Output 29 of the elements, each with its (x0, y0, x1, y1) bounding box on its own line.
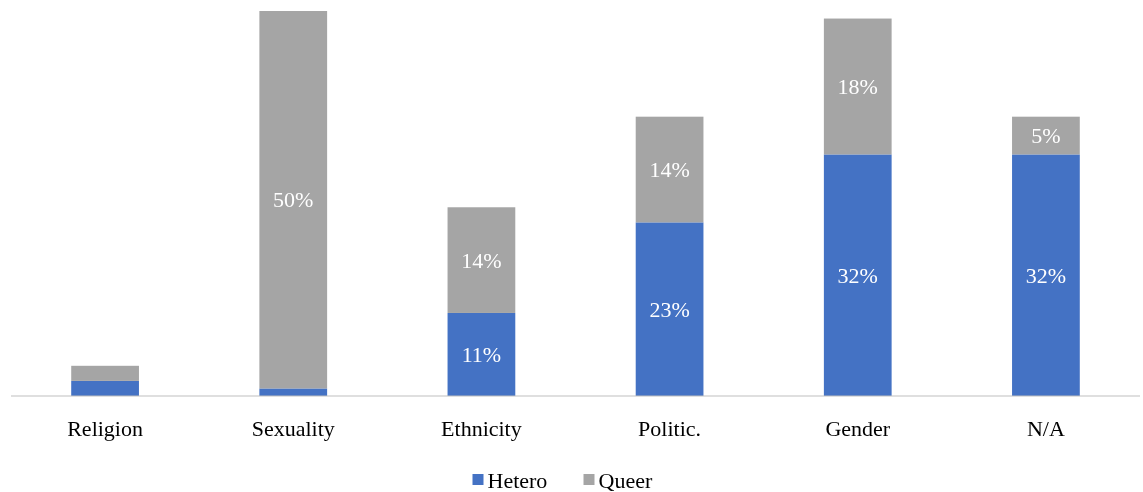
x-tick-label: N/A (1026, 416, 1065, 441)
x-tick-label: Ethnicity (441, 416, 522, 441)
data-label: 5% (1031, 123, 1061, 149)
data-label: 32% (837, 262, 878, 288)
bar (635, 222, 704, 396)
data-label: 18% (837, 74, 878, 100)
data-label: 32% (1025, 262, 1067, 288)
bar (447, 207, 516, 313)
legend-label: Queer (598, 468, 653, 492)
bar (823, 18, 892, 155)
bar (1012, 116, 1080, 155)
x-tick-label: Religion (67, 416, 143, 441)
bar (635, 116, 704, 223)
bar (1012, 154, 1080, 396)
bar (259, 11, 328, 389)
x-tick-label: Sexuality (251, 416, 335, 441)
x-tick-label: Gender (825, 416, 891, 441)
bar (823, 154, 892, 396)
data-label: 50% (273, 187, 314, 213)
x-tick-label: Politic. (638, 416, 702, 441)
bar (447, 312, 516, 396)
data-label: 14% (649, 157, 690, 183)
legend-label: Hetero (487, 468, 548, 492)
bar (71, 380, 139, 396)
data-label: 23% (649, 296, 690, 322)
data-label: 11% (461, 342, 502, 368)
bar (259, 388, 328, 396)
data-label: 14% (461, 247, 502, 273)
bar (71, 365, 139, 381)
